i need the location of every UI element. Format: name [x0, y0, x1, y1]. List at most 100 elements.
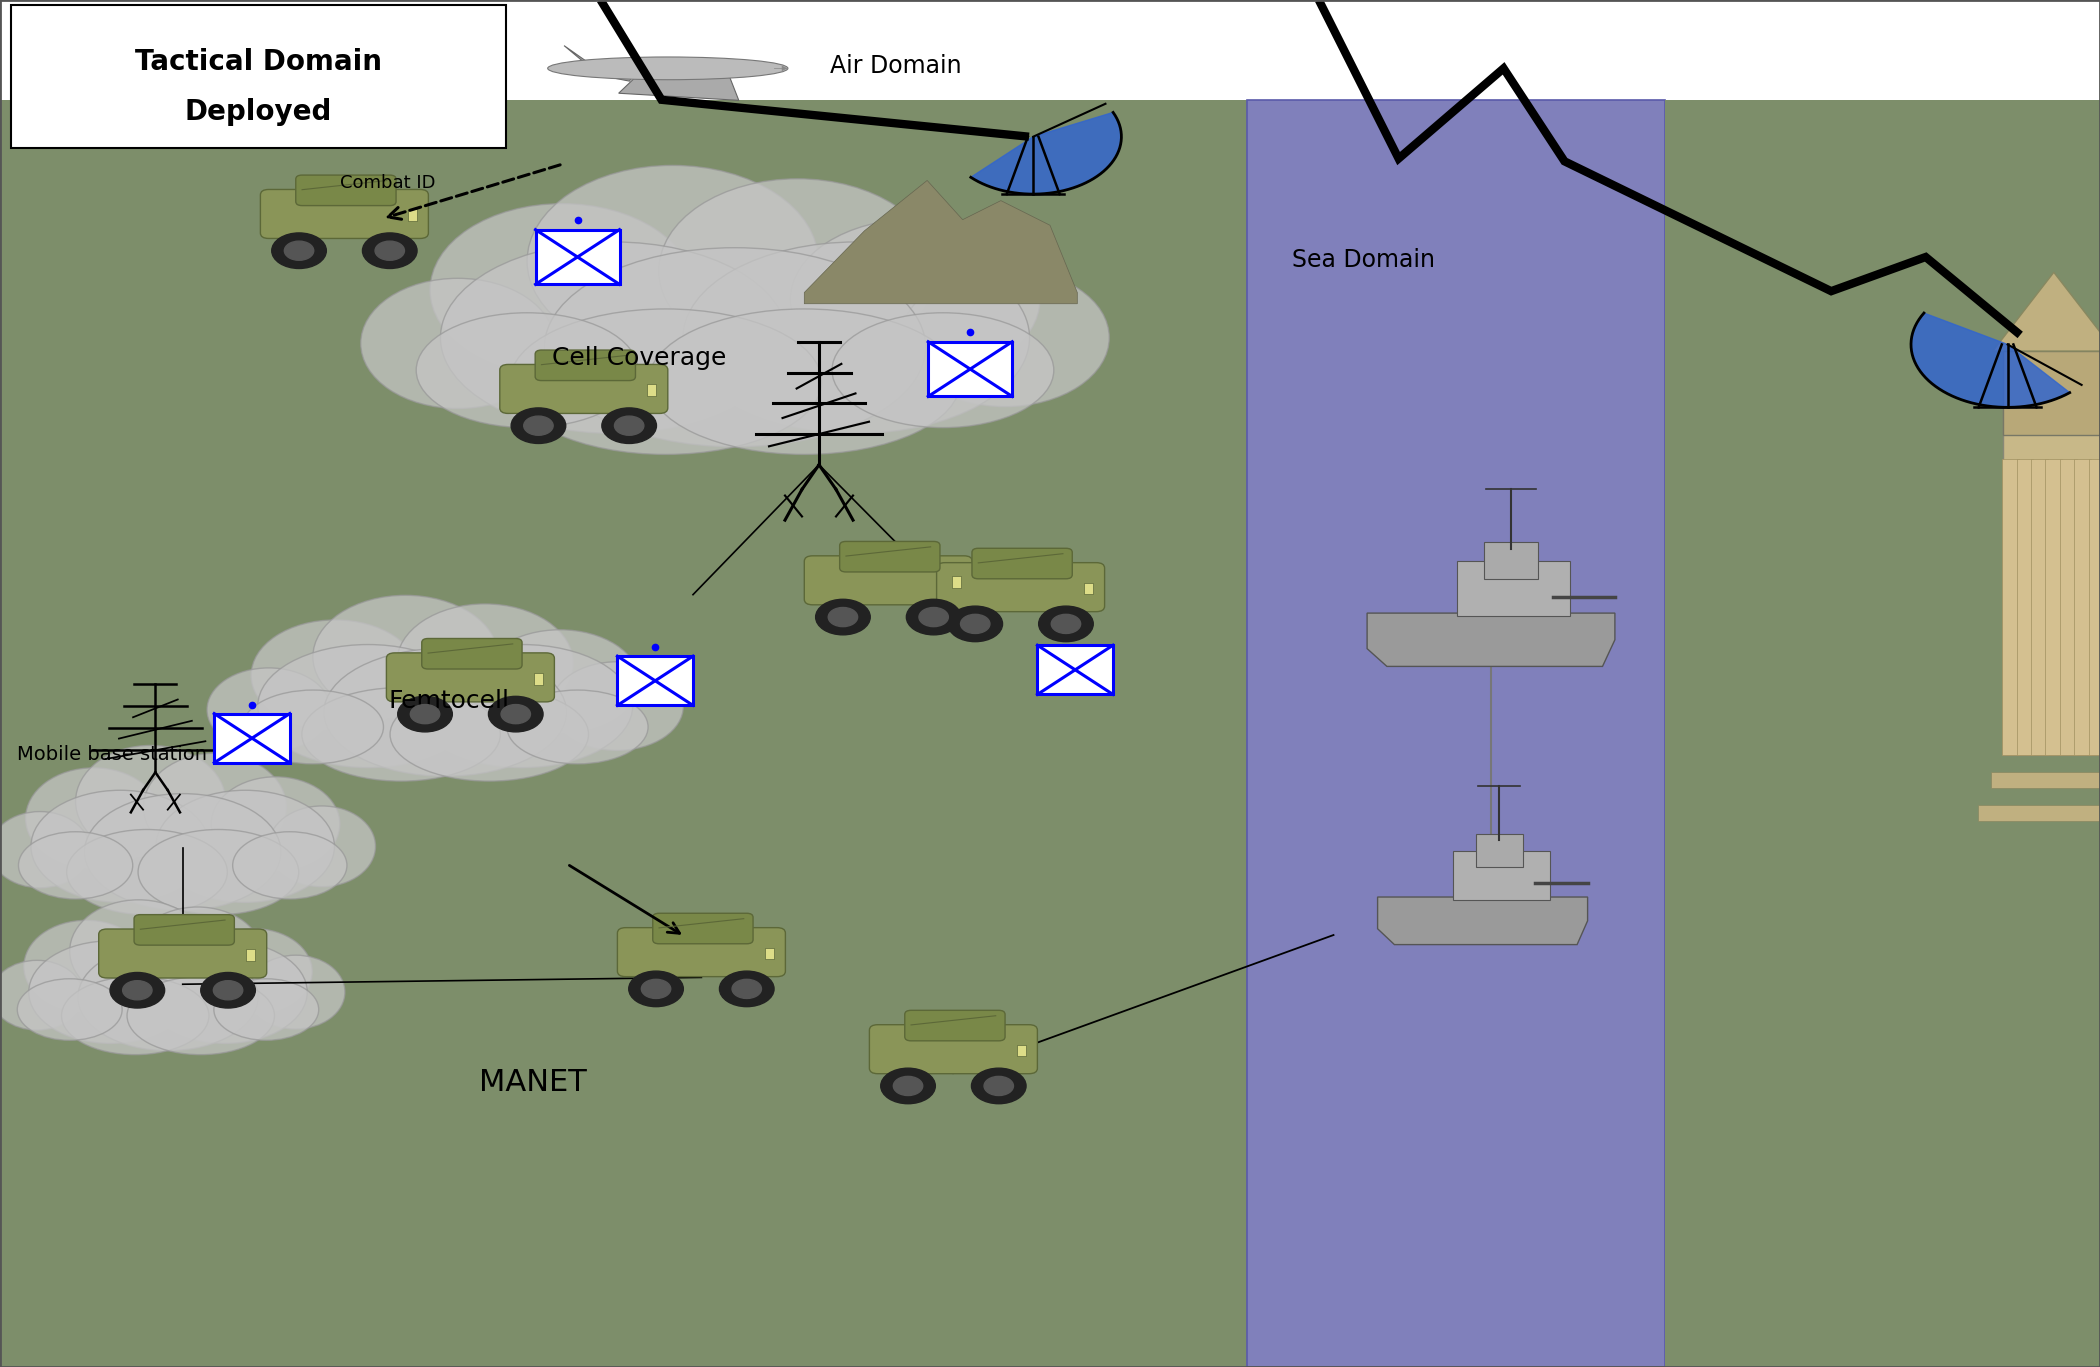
FancyBboxPatch shape	[260, 190, 428, 238]
Ellipse shape	[128, 976, 275, 1055]
Ellipse shape	[17, 979, 122, 1040]
Bar	[1978, 805, 2100, 822]
Polygon shape	[607, 71, 634, 81]
Circle shape	[363, 232, 418, 268]
Bar	[2031, 459, 2048, 755]
FancyBboxPatch shape	[99, 930, 267, 977]
Bar	[214, 714, 290, 763]
FancyBboxPatch shape	[536, 350, 636, 380]
Circle shape	[1040, 606, 1094, 641]
Ellipse shape	[23, 920, 149, 1013]
FancyBboxPatch shape	[905, 1010, 1006, 1040]
Circle shape	[284, 241, 313, 260]
FancyBboxPatch shape	[1476, 834, 1522, 867]
Bar	[617, 656, 693, 705]
Text: Air Domain: Air Domain	[830, 53, 962, 78]
Circle shape	[502, 704, 531, 723]
Ellipse shape	[19, 831, 132, 899]
Circle shape	[892, 1076, 922, 1095]
Bar	[2003, 351, 2100, 755]
Polygon shape	[565, 45, 592, 68]
Bar	[2045, 459, 2062, 755]
Bar	[0, 100, 1247, 1367]
Ellipse shape	[901, 269, 1109, 406]
Ellipse shape	[323, 648, 567, 776]
FancyBboxPatch shape	[10, 5, 506, 148]
Ellipse shape	[246, 956, 344, 1029]
Polygon shape	[804, 180, 1077, 303]
Ellipse shape	[659, 179, 937, 362]
Ellipse shape	[193, 928, 313, 1014]
Circle shape	[920, 607, 949, 626]
Ellipse shape	[682, 242, 1029, 433]
Ellipse shape	[132, 908, 262, 1006]
Text: Sea Domain: Sea Domain	[1292, 247, 1434, 272]
Polygon shape	[1367, 614, 1615, 667]
FancyBboxPatch shape	[1457, 562, 1569, 617]
Bar	[2090, 459, 2100, 755]
Ellipse shape	[29, 940, 193, 1043]
Ellipse shape	[242, 690, 384, 764]
Ellipse shape	[32, 790, 210, 902]
Ellipse shape	[0, 812, 90, 887]
Ellipse shape	[313, 596, 498, 719]
Text: Femtocell: Femtocell	[388, 689, 510, 714]
Ellipse shape	[61, 976, 208, 1055]
Circle shape	[603, 407, 657, 443]
Polygon shape	[1911, 313, 2071, 407]
FancyBboxPatch shape	[422, 638, 523, 668]
Circle shape	[640, 979, 670, 998]
Ellipse shape	[67, 830, 227, 915]
Ellipse shape	[143, 753, 286, 861]
FancyBboxPatch shape	[134, 915, 235, 945]
FancyBboxPatch shape	[500, 365, 668, 413]
Ellipse shape	[441, 242, 788, 433]
FancyBboxPatch shape	[804, 556, 972, 604]
FancyBboxPatch shape	[937, 563, 1105, 611]
FancyBboxPatch shape	[869, 1025, 1037, 1073]
Ellipse shape	[84, 794, 281, 910]
Ellipse shape	[78, 943, 258, 1050]
Circle shape	[720, 971, 775, 1006]
Bar	[2060, 459, 2077, 755]
Bar	[536, 230, 620, 284]
FancyBboxPatch shape	[840, 541, 941, 571]
Circle shape	[880, 1068, 934, 1103]
Circle shape	[109, 972, 164, 1007]
Circle shape	[947, 606, 1002, 641]
Ellipse shape	[25, 768, 162, 869]
Circle shape	[376, 241, 405, 260]
Bar	[1991, 771, 2100, 787]
Bar	[407, 209, 418, 221]
Text: Tactical Domain: Tactical Domain	[134, 48, 382, 75]
Ellipse shape	[208, 668, 330, 752]
FancyBboxPatch shape	[972, 548, 1073, 578]
Ellipse shape	[397, 604, 573, 722]
Circle shape	[985, 1076, 1014, 1095]
Bar	[1016, 1044, 1027, 1057]
Ellipse shape	[212, 776, 340, 871]
Bar	[246, 949, 256, 961]
Circle shape	[510, 407, 565, 443]
Circle shape	[214, 980, 244, 999]
Ellipse shape	[481, 630, 638, 733]
Circle shape	[972, 1068, 1027, 1103]
Circle shape	[733, 979, 762, 998]
Circle shape	[628, 971, 682, 1006]
Ellipse shape	[0, 960, 82, 1031]
FancyBboxPatch shape	[386, 653, 554, 701]
Bar	[2016, 459, 2033, 755]
Ellipse shape	[302, 688, 500, 781]
Text: Deployed: Deployed	[185, 98, 332, 126]
FancyBboxPatch shape	[617, 928, 785, 976]
Circle shape	[122, 980, 151, 999]
Ellipse shape	[544, 247, 926, 447]
FancyBboxPatch shape	[1485, 543, 1537, 580]
FancyBboxPatch shape	[653, 913, 754, 943]
Bar	[0, 0, 2100, 100]
Ellipse shape	[790, 219, 1040, 380]
Text: Combat ID: Combat ID	[340, 174, 435, 193]
Circle shape	[410, 704, 439, 723]
Bar	[2003, 351, 2100, 435]
Ellipse shape	[143, 940, 307, 1043]
